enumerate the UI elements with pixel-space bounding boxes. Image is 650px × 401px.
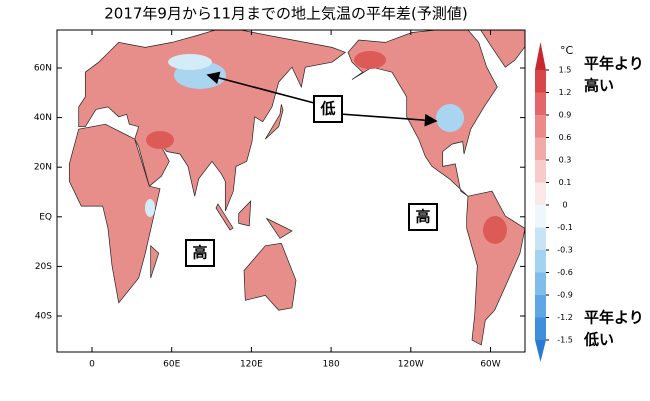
warm-area <box>146 131 174 149</box>
madagascar <box>150 244 160 279</box>
colorbar-bin <box>535 295 546 318</box>
colorbar-tick-label: -0.3 <box>557 246 573 255</box>
colorbar-tick-label: 0.9 <box>559 111 572 120</box>
colorbar-bin <box>535 70 546 93</box>
sumatra <box>215 203 234 231</box>
colorbar-tick-label: 0.6 <box>559 133 572 142</box>
cool-area <box>436 104 464 132</box>
africa <box>68 123 161 304</box>
cool-area <box>168 54 212 70</box>
lon-tick-label: 0 <box>89 360 95 370</box>
lat-tick-label: EQ <box>39 212 52 222</box>
colorbar-bin <box>535 272 546 295</box>
lon-tick-label: 180 <box>323 360 340 370</box>
colorbar-tick-label: -0.1 <box>557 223 573 232</box>
australia <box>243 242 297 311</box>
new-guinea <box>265 217 293 239</box>
colorbar-unit: °C <box>560 44 574 57</box>
colorbar-bin <box>535 137 546 160</box>
map-frame <box>56 29 526 353</box>
lat-tick-label: 20S <box>35 262 52 272</box>
greenland <box>480 30 525 68</box>
arrow <box>206 71 319 105</box>
lon-tick-label: 120E <box>240 360 263 370</box>
annotation: 低 <box>319 100 335 118</box>
japan <box>264 104 284 140</box>
colorbar-bin <box>535 182 546 205</box>
colorbar-arrow <box>535 42 546 70</box>
colorbar-tick-label: -0.9 <box>557 291 573 300</box>
colorbar-tick-label: 0 <box>562 201 567 210</box>
lat-tick-label: 60N <box>34 64 52 74</box>
lat-tick-label: 40S <box>35 312 52 322</box>
colorbar-bin <box>535 115 546 138</box>
north-america <box>347 30 498 197</box>
south-america <box>466 190 525 346</box>
annotation-box <box>408 203 438 231</box>
colorbar-tick-label: 0.1 <box>559 178 572 187</box>
warm-area <box>483 216 507 244</box>
colorbar-tick-label: 0.3 <box>559 156 572 165</box>
eurasia <box>78 30 347 212</box>
map-ticks: 60N 40N 20N EQ 20S 40S 0 60E 120E 180 120W 60W <box>34 30 525 370</box>
arrow <box>339 113 438 127</box>
colorbar-tick-label: -1.5 <box>557 336 573 345</box>
annotation-box <box>313 95 343 123</box>
colorbar-bin <box>535 250 546 273</box>
colorbar-arrow <box>535 340 546 362</box>
upper-label: 高い <box>584 77 614 95</box>
colorbar: 1.5 1.2 0.9 0.6 0.3 0.1 0 -0.1 -0.3 -0.6 -0.9 -1.2 -… <box>535 42 573 362</box>
colorbar-bin <box>535 205 546 228</box>
colorbar-tick-label: -0.6 <box>557 268 573 277</box>
annotation: 高 <box>415 208 430 226</box>
annotation: 高 <box>192 244 207 262</box>
annotation-box <box>185 239 215 267</box>
colorbar-bin <box>535 160 546 183</box>
colorbar-tick-label: 1.5 <box>559 66 572 75</box>
lon-tick-label: 120W <box>398 360 424 370</box>
colorbar-tick-label: -1.2 <box>557 313 573 322</box>
map-land <box>68 30 525 346</box>
title: 2017年9月から11月までの地上気温の平年差(予測値) <box>104 5 468 23</box>
warm-area <box>354 51 386 69</box>
colorbar-bin <box>535 317 546 340</box>
colorbar-tick-label: 1.2 <box>559 88 572 97</box>
lat-tick-label: 40N <box>34 113 52 123</box>
cool-area <box>145 199 155 217</box>
lon-tick-label: 60E <box>163 360 180 370</box>
lower-label: 平年より <box>584 309 644 327</box>
lon-tick-label: 60W <box>480 360 500 370</box>
colorbar-bin <box>535 227 546 250</box>
upper-label: 平年より <box>584 55 644 73</box>
lower-label: 低い <box>583 331 614 349</box>
colorbar-bin <box>535 92 546 115</box>
lat-tick-label: 20N <box>34 163 52 173</box>
borneo <box>238 200 252 227</box>
